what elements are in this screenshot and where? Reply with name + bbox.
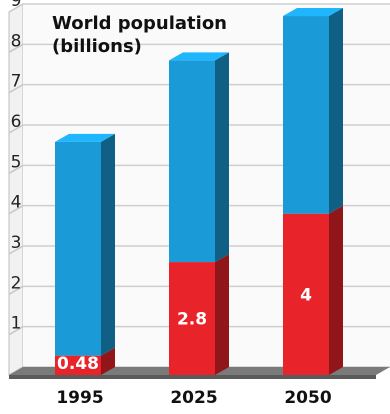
- y-tick-label: 9: [11, 0, 22, 11]
- gridline-side: [8, 164, 24, 174]
- y-tick-label: 2: [11, 273, 22, 293]
- y-tick-label: 3: [11, 233, 22, 253]
- bar-segment: [283, 16, 329, 214]
- bar-segment: [169, 60, 215, 263]
- bar-segment-side: [101, 133, 115, 356]
- gridline-side: [8, 205, 24, 215]
- gridline-side: [8, 84, 24, 94]
- bar-segment-side: [329, 205, 343, 375]
- chart-subtitle: (billions): [52, 36, 142, 57]
- gridline-side: [8, 43, 24, 53]
- bar-segment: [169, 262, 215, 375]
- gridline-side: [8, 245, 24, 255]
- y-tick-label: 6: [11, 112, 22, 132]
- bar-segment: [55, 141, 101, 356]
- data-label: 0.48: [57, 354, 99, 374]
- chart-title: World population (billions): [52, 12, 227, 58]
- gridline-side: [8, 285, 24, 295]
- y-tick-label: 1: [11, 314, 22, 334]
- gridline-side: [8, 124, 24, 134]
- y-tick-label: 7: [11, 72, 22, 92]
- gridline-side: [8, 3, 24, 13]
- bar-segment-side: [101, 347, 115, 375]
- y-tick-label: 4: [11, 193, 22, 213]
- data-label: 4: [300, 285, 312, 305]
- bar-segment: [283, 213, 329, 375]
- bar-segment-side: [215, 254, 229, 375]
- chart-title-line: World population: [52, 13, 227, 34]
- x-tick-label: 1995: [56, 388, 103, 408]
- bar-top: [283, 8, 343, 17]
- bar-segment-side: [329, 8, 343, 214]
- data-label: 2.8: [177, 310, 207, 330]
- x-tick-label: 2025: [170, 388, 217, 408]
- bar-segment: [55, 355, 101, 375]
- bar-top: [55, 133, 115, 142]
- bar-top: [169, 52, 229, 61]
- chart-floor-edge: [9, 375, 376, 379]
- bar-segment-side: [215, 52, 229, 263]
- gridline-side: [8, 326, 24, 336]
- y-tick-label: 8: [11, 31, 22, 51]
- y-tick-label: 5: [11, 152, 22, 172]
- x-tick-label: 2050: [284, 388, 331, 408]
